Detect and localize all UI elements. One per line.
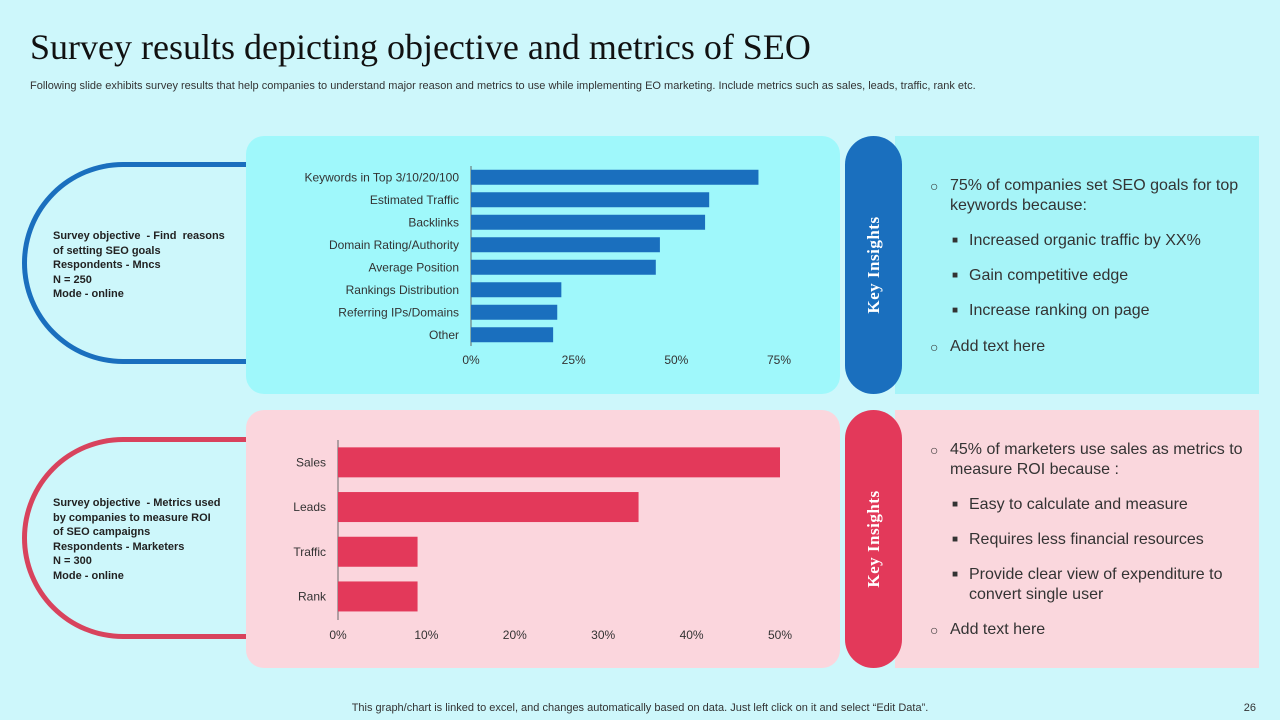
category-label: Rankings Distribution	[346, 283, 459, 297]
square-bullet-icon: ■	[952, 534, 959, 545]
insight-bullet: ■ Gain competitive edge	[952, 267, 1129, 284]
key-insights-label: Key Insights	[863, 490, 883, 588]
bar	[471, 237, 660, 253]
page-subtitle: Following slide exhibits survey results …	[30, 80, 976, 92]
insight-extra: ○ Add text here	[930, 621, 1046, 638]
bar	[471, 304, 558, 320]
key-insights-pill-bottom: Key Insights	[845, 410, 902, 668]
category-label: Keywords in Top 3/10/20/100	[304, 170, 459, 184]
insight-box-top	[895, 136, 1259, 394]
tick-label: 0%	[329, 628, 347, 642]
category-label: Average Position	[368, 260, 459, 274]
category-label: Backlinks	[408, 215, 459, 229]
page-title: Survey results depicting objective and m…	[30, 27, 811, 67]
bar	[471, 327, 554, 343]
category-label: Other	[429, 328, 459, 342]
circle-bullet-icon: ○	[930, 178, 939, 194]
roi-metrics-bar-chart[interactable]: Sales Leads Traffic Rank 0% 10% 20% 30% 40% 50%	[246, 410, 840, 668]
insight-main: ○ 45% of marketers use sales as metrics t…	[930, 441, 1243, 478]
objective-line: N = 300	[53, 555, 92, 567]
tick-label: 40%	[680, 628, 704, 642]
objective-line: Mode - online	[53, 569, 124, 582]
objective-line: Mode - online	[53, 288, 124, 300]
tick-label: 0%	[462, 353, 480, 367]
circle-bullet-icon: ○	[930, 339, 939, 355]
category-label: Sales	[296, 455, 326, 469]
square-bullet-icon: ■	[952, 270, 959, 281]
objective-line: N = 250	[53, 273, 92, 286]
bar	[471, 169, 759, 185]
insight-box-bottom	[895, 410, 1259, 668]
bar	[471, 192, 710, 208]
tick-label: 20%	[503, 628, 527, 642]
insight-bullet: ■ Easy to calculate and measure	[952, 496, 1188, 513]
category-label: Leads	[293, 500, 326, 514]
bar	[471, 282, 562, 298]
square-bullet-icon: ■	[952, 235, 959, 246]
tick-label: 30%	[591, 628, 615, 642]
insights-list-top: ○ 75% of companies set SEO goals for top …	[930, 176, 1250, 357]
key-insights-pill-top: Key Insights	[845, 136, 902, 394]
survey-objective-bottom: Survey objective - Metrics used by compa…	[53, 496, 243, 583]
category-label: Traffic	[293, 545, 326, 559]
insight-bullet: ■ Requires less financial resources	[952, 531, 1204, 548]
insight-main: ○ 75% of companies set SEO goals for top …	[930, 177, 1239, 214]
insight-bullet: ■ Provide clear view of expenditure to co…	[952, 566, 1223, 603]
tick-label: 50%	[768, 628, 792, 642]
survey-objective-top: Survey objective - Find reasons of setti…	[53, 229, 243, 302]
square-bullet-icon: ■	[952, 305, 959, 316]
category-label: Referring IPs/Domains	[338, 305, 459, 319]
tick-label: 25%	[562, 353, 586, 367]
tick-label: 75%	[767, 353, 791, 367]
bar	[338, 581, 418, 612]
category-label: Domain Rating/Authority	[329, 238, 459, 252]
insight-bullet: ■ Increased organic traffic by XX%	[952, 232, 1201, 249]
objective-line: by companies to measure ROI	[53, 511, 211, 524]
objective-arc-top	[22, 162, 282, 364]
tick-label: 10%	[414, 628, 438, 642]
bar	[471, 214, 706, 230]
circle-bullet-icon: ○	[930, 622, 939, 638]
bar	[338, 492, 639, 523]
seo-goals-bar-chart[interactable]: Keywords in Top 3/10/20/100 Estimated Tra…	[246, 136, 840, 394]
insights-list-bottom: ○ 45% of marketers use sales as metrics t…	[930, 440, 1250, 640]
square-bullet-icon: ■	[952, 499, 959, 510]
circle-bullet-icon: ○	[930, 442, 939, 458]
objective-line: of SEO campaigns	[53, 526, 151, 538]
key-insights-label: Key Insights	[863, 216, 883, 314]
insight-bullet: ■ Increase ranking on page	[952, 302, 1150, 319]
insight-extra: ○ Add text here	[930, 338, 1046, 355]
objective-arc-bottom	[22, 437, 282, 639]
square-bullet-icon: ■	[952, 569, 959, 580]
category-label: Rank	[298, 589, 327, 603]
objective-line: Survey objective - Metrics used	[53, 497, 221, 509]
category-label: Estimated Traffic	[370, 193, 459, 207]
bar	[338, 536, 418, 567]
objective-line: Respondents - Marketers	[53, 540, 185, 553]
objective-line: Survey objective - Find reasons	[53, 230, 225, 242]
bar	[338, 447, 780, 478]
objective-line: Respondents - Mncs	[53, 259, 161, 271]
objective-line: of setting SEO goals	[53, 244, 161, 257]
tick-label: 50%	[664, 353, 688, 367]
page-number: 26	[1243, 702, 1256, 714]
footer-note: This graph/chart is linked to excel, and…	[351, 702, 929, 714]
bar	[471, 259, 656, 275]
